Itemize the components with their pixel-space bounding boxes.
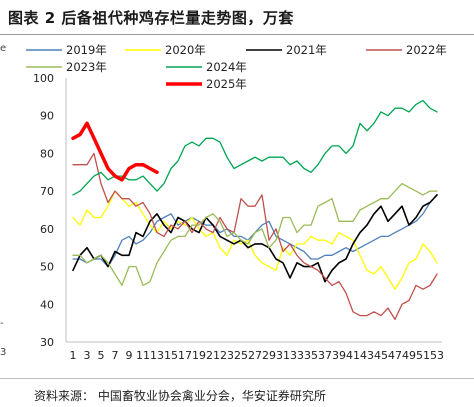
y-tick-label: 30: [40, 336, 54, 349]
x-tick-label: 45: [374, 349, 388, 362]
x-tick-label: 9: [126, 349, 133, 362]
y-tick-label: 40: [40, 298, 54, 311]
title-divider: [0, 34, 474, 35]
x-tick-label: 15: [164, 349, 178, 362]
x-tick-label: 7: [112, 349, 119, 362]
y-tick-label: 50: [40, 261, 54, 274]
legend-label: 2023年: [66, 60, 107, 74]
x-tick-label: 11: [136, 349, 150, 362]
x-tick-label: 1: [70, 349, 77, 362]
x-tick-label: 47: [388, 349, 402, 362]
x-tick-label: 51: [416, 349, 430, 362]
series-line-2025: [71, 121, 159, 182]
x-tick-label: 53: [430, 349, 444, 362]
chart-title: 图表 2 后备祖代种鸡存栏量走势图，万套: [8, 9, 294, 27]
x-tick-label: 41: [346, 349, 360, 362]
x-tick-label: 3: [84, 349, 91, 362]
legend-label: 2025年: [206, 77, 247, 91]
y-tick-label: 70: [40, 185, 54, 198]
x-tick-label: 39: [332, 349, 346, 362]
x-tick-label: 25: [234, 349, 248, 362]
x-tick-label: 29: [262, 349, 276, 362]
source-note: 资料来源： 中国畜牧业协会禽业分会，华安证券研究所: [34, 389, 326, 403]
x-tick-label: 21: [206, 349, 220, 362]
x-tick-label: 13: [150, 349, 164, 362]
footer-divider: [0, 378, 474, 379]
x-tick-label: 43: [360, 349, 374, 362]
legend-label: 2024年: [206, 60, 247, 74]
y-tick-label: 60: [40, 223, 54, 236]
edge-mark-top: e: [0, 43, 7, 54]
legend-label: 2020年: [165, 43, 206, 57]
x-tick-label: 27: [248, 349, 262, 362]
x-tick-label: 23: [220, 349, 234, 362]
y-tick-label: 100: [33, 72, 54, 85]
legend: 2019年 2020年 2021年 2022年 2023年 2024年 2025年: [26, 43, 447, 91]
legend-label: 2021年: [286, 43, 327, 57]
x-tick-label: 33: [290, 349, 304, 362]
y-tick-label: 80: [40, 147, 54, 160]
series-line-2023: [72, 182, 438, 287]
x-tick-label: 35: [304, 349, 318, 362]
series-line-2022: [72, 152, 438, 321]
edge-mark-middle: -: [0, 318, 4, 329]
x-tick-label: 37: [318, 349, 332, 362]
series-line-2021: [72, 194, 438, 283]
legend-label: 2019年: [66, 43, 107, 57]
x-tick-label: 49: [402, 349, 416, 362]
x-tick-label: 31: [276, 349, 290, 362]
x-tick-label: 17: [178, 349, 192, 362]
edge-mark-bottom: 3: [0, 347, 7, 358]
x-tick-label: 5: [98, 349, 105, 362]
y-tick-label: 90: [40, 110, 54, 123]
series-layer: [71, 99, 438, 321]
legend-label: 2022年: [406, 43, 447, 57]
x-tick-label: 19: [192, 349, 206, 362]
series-line-2024: [72, 99, 438, 196]
